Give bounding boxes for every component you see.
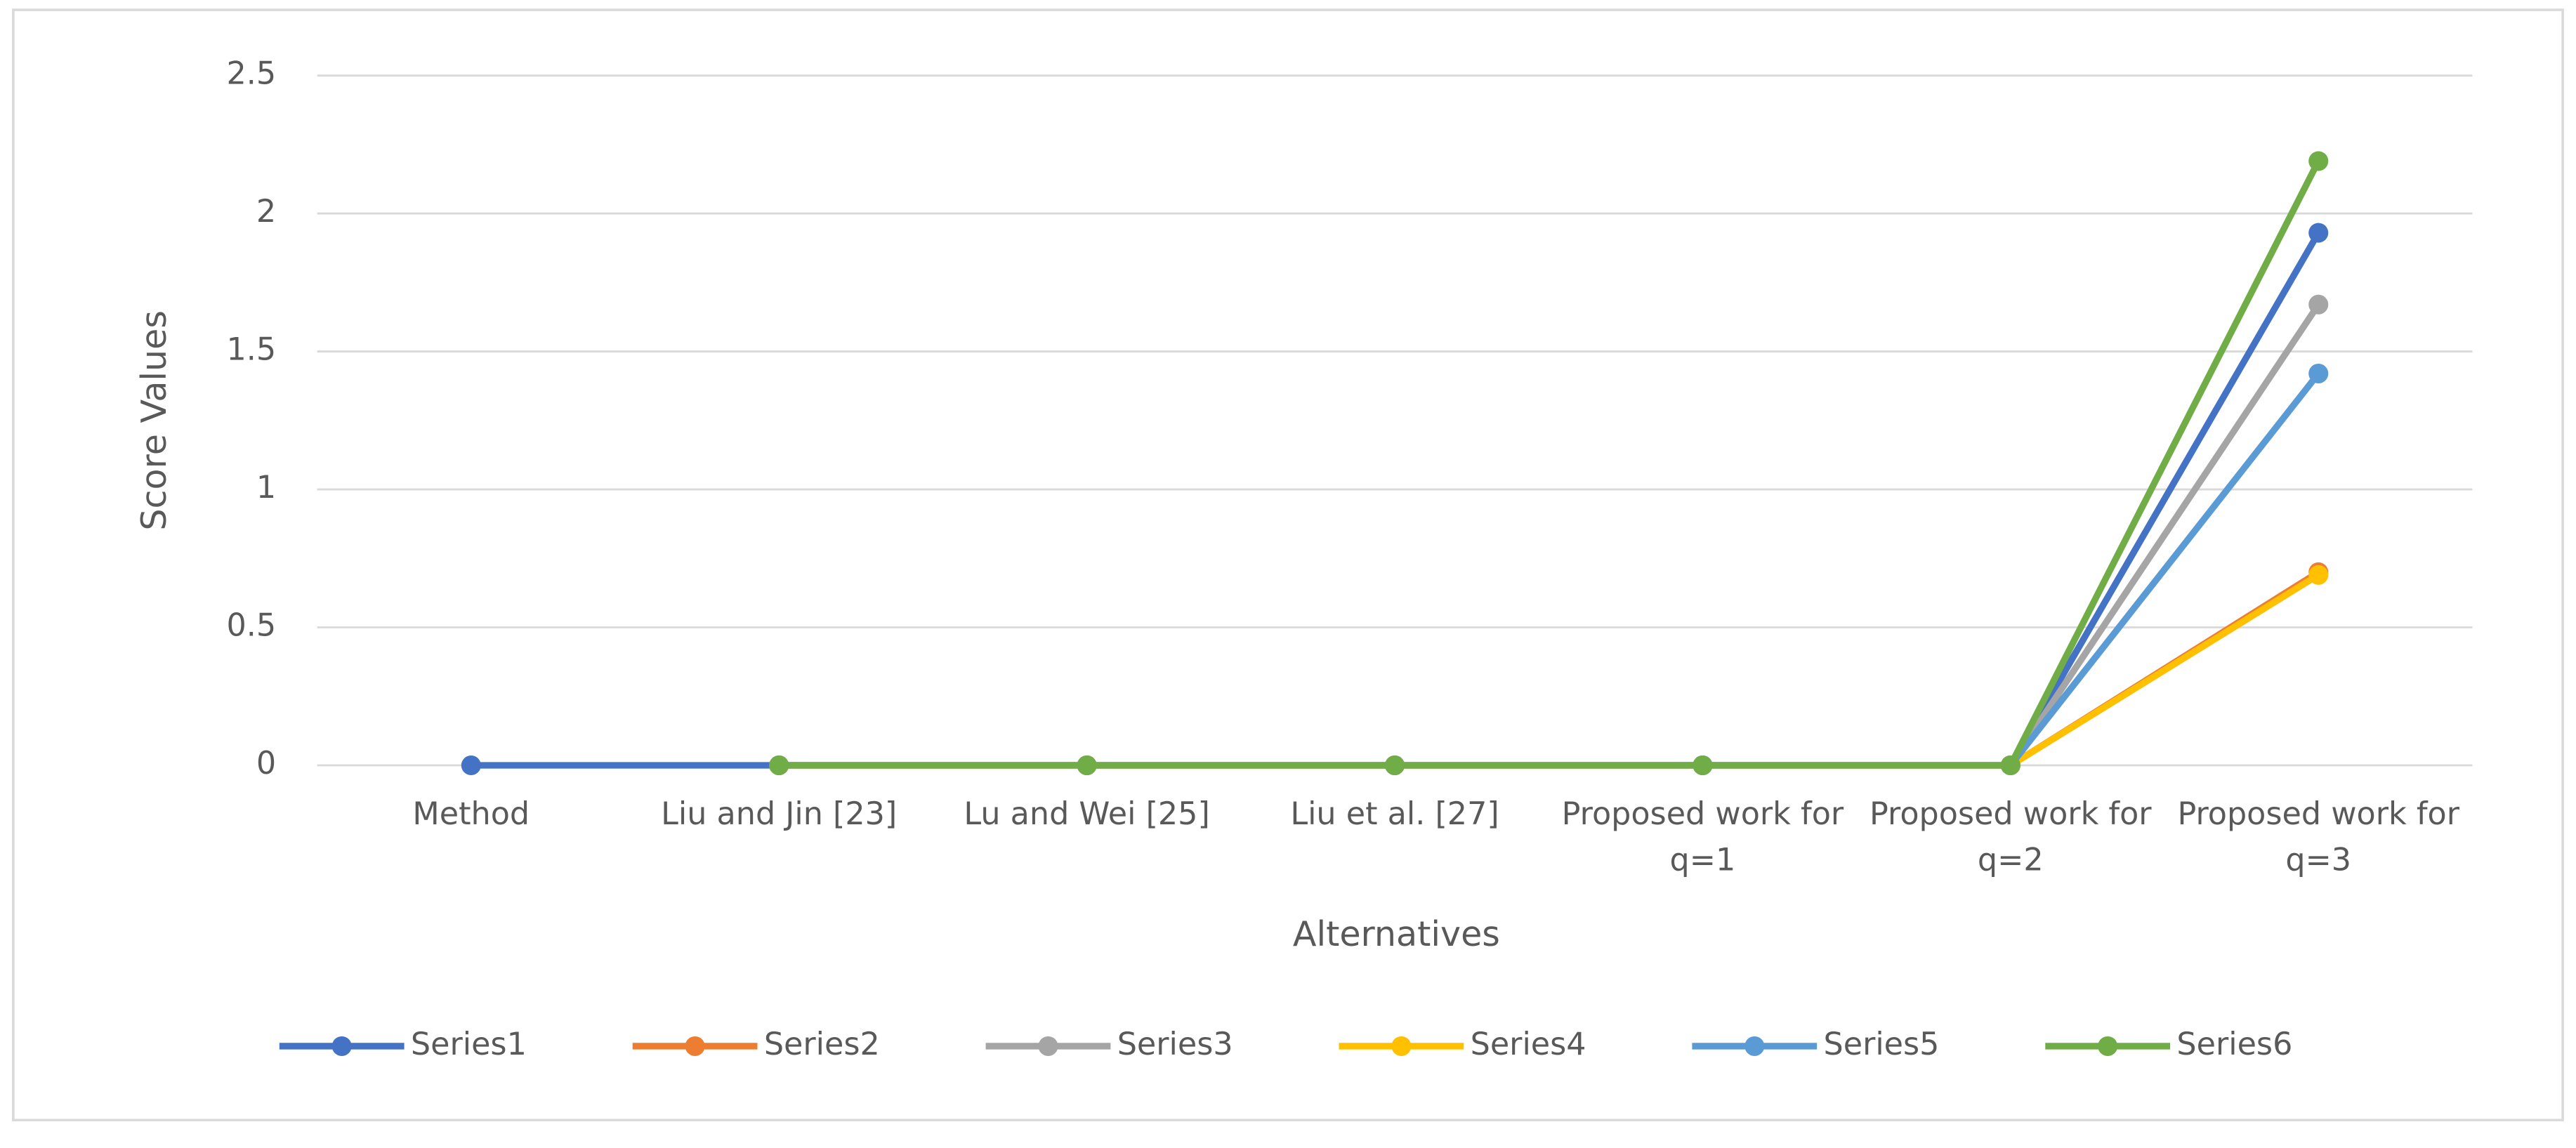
- legend-marker: [2098, 1036, 2118, 1057]
- x-tick-label: Liu and Jin [23]: [661, 796, 898, 833]
- x-tick-label-box: Proposed work for q=1: [1561, 796, 1844, 879]
- y-tick-label: 0: [256, 746, 276, 781]
- y-tick-label: 2: [256, 194, 276, 230]
- x-tick-label: Method: [412, 796, 530, 833]
- legend-label: Series4: [1471, 1027, 1586, 1062]
- data-point: [2000, 755, 2020, 776]
- data-point: [769, 755, 789, 776]
- data-point: [1077, 755, 1097, 776]
- x-tick-label: Liu et al. [27]: [1290, 796, 1499, 833]
- x-tick-label: Lu and Wei [25]: [964, 796, 1210, 833]
- legend-label: Series1: [411, 1027, 527, 1062]
- legend-marker: [1038, 1036, 1058, 1057]
- data-point: [1385, 755, 1405, 776]
- x-tick-label: Proposed work for q=2: [1869, 796, 2152, 879]
- data-point: [2308, 565, 2329, 585]
- data-point: [2308, 363, 2329, 384]
- y-tick-label: 2.5: [226, 56, 276, 92]
- x-axis-label: Alternatives: [1293, 913, 1500, 954]
- y-axis-label: Score Values: [133, 310, 174, 531]
- data-point: [461, 755, 481, 776]
- legend-marker: [331, 1036, 352, 1057]
- series-line: [779, 159, 2322, 769]
- y-tick-label: 1: [256, 470, 276, 506]
- y-tick-label: 0.5: [226, 608, 276, 644]
- data-point: [2308, 223, 2329, 243]
- x-tick-label-box: Proposed work for q=3: [2177, 796, 2460, 879]
- legend-label: Series5: [1824, 1027, 1940, 1062]
- x-tick-label: Proposed work for q=3: [2177, 796, 2460, 879]
- y-tick-label: 1.5: [226, 332, 276, 368]
- x-tick-label-box: Proposed work for q=2: [1869, 796, 2152, 879]
- x-tick-label: Proposed work for q=1: [1561, 796, 1844, 879]
- legend-marker: [1744, 1036, 1765, 1057]
- chart-frame: [12, 8, 2564, 1121]
- x-tick-label-box: Liu and Jin [23]: [661, 796, 898, 833]
- legend-marker: [685, 1036, 705, 1057]
- legend-label: Series3: [1117, 1027, 1233, 1062]
- x-tick-label-box: Lu and Wei [25]: [964, 796, 1210, 833]
- legend-marker: [1391, 1036, 1412, 1057]
- data-point: [2308, 151, 2329, 171]
- x-tick-label-box: Liu et al. [27]: [1290, 796, 1499, 833]
- legend-label: Series2: [764, 1027, 880, 1062]
- data-point: [2308, 294, 2329, 315]
- data-point: [1693, 755, 1713, 776]
- x-tick-label-box: Method: [412, 796, 530, 833]
- legend-label: Series6: [2176, 1027, 2292, 1062]
